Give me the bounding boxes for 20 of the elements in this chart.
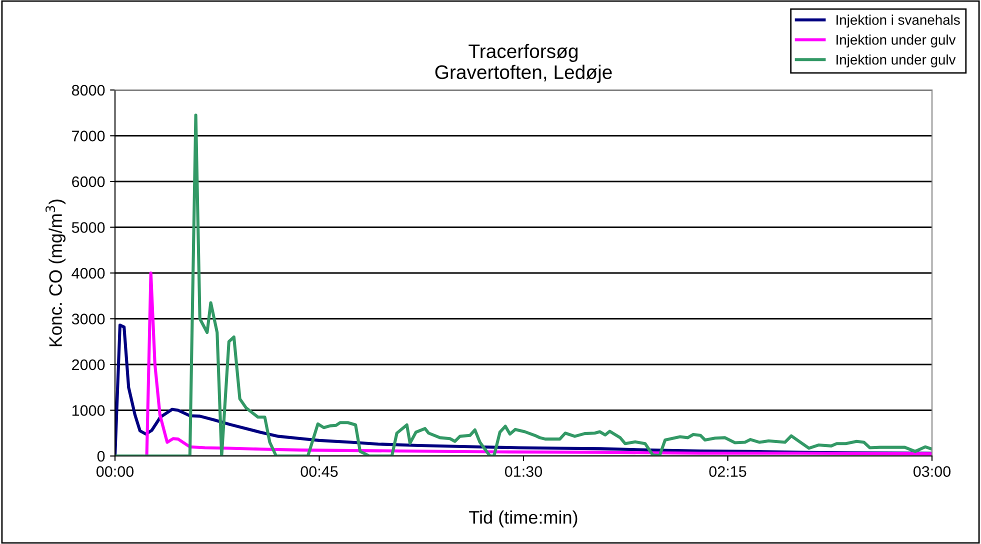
x-tick-label: 03:00	[913, 466, 951, 477]
y-tick-label: 7000	[72, 130, 105, 142]
chart-title: Tracerforsøg Gravertoften, Ledøje	[435, 44, 612, 83]
y-tick-label: 2000	[72, 359, 105, 370]
legend-label: Injektion under gulv	[836, 54, 956, 68]
x-tick-label: 00:45	[300, 466, 338, 477]
y-tick-label: 5000	[72, 222, 105, 233]
x-tick-label: 02:15	[709, 466, 746, 477]
y-tick-label: 1000	[72, 405, 105, 416]
x-axis-title: Tid (time:min)	[469, 510, 578, 528]
x-tick-label: 00:00	[96, 466, 134, 477]
legend-label: Injektion under gulv	[836, 34, 956, 48]
y-tick-label: 0	[97, 450, 105, 462]
y-tick-label: 8000	[72, 84, 105, 96]
x-tick-label: 01:30	[504, 466, 542, 477]
y-tick-label: 6000	[72, 176, 105, 188]
y-axis-title: Konc. CO (mg/m$^{3}$)	[46, 200, 66, 346]
legend-label: Injektion i svanehals	[836, 14, 960, 28]
y-tick-label: 3000	[72, 314, 105, 324]
y-tick-label: 4000	[72, 268, 105, 279]
